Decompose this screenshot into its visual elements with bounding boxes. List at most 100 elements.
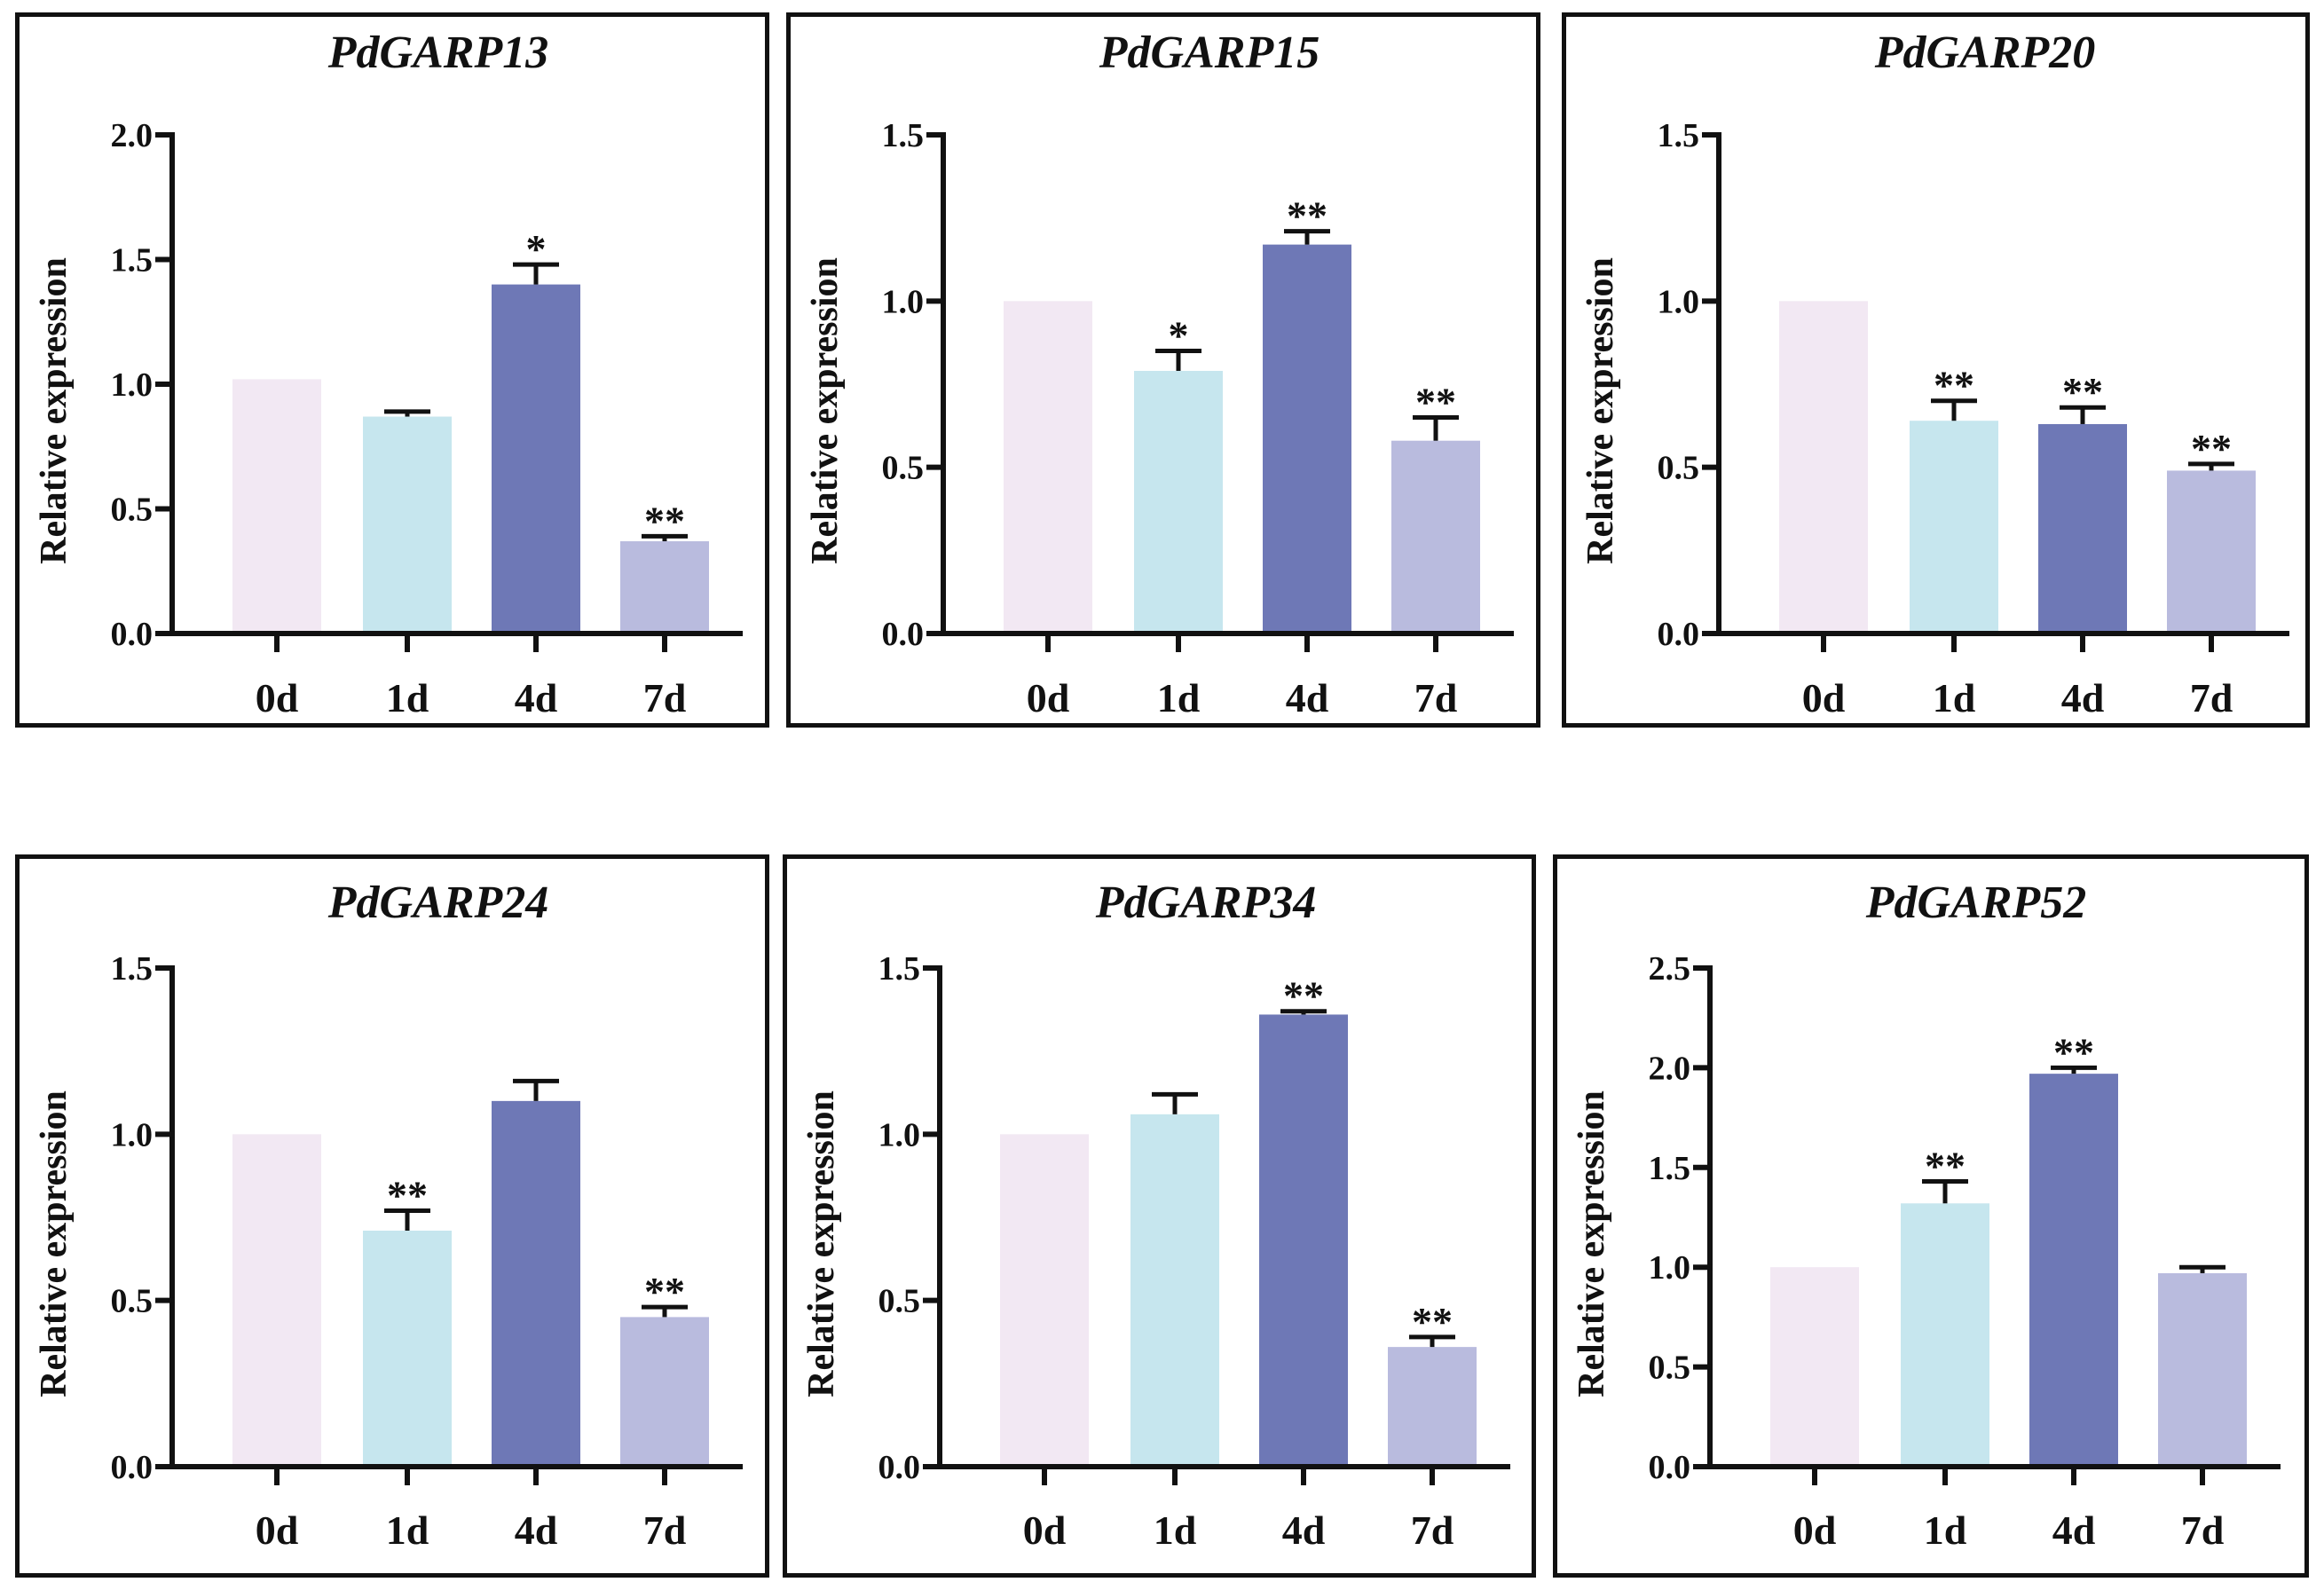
y-axis-label: Relative expression: [34, 1090, 75, 1397]
significance-label: **: [2062, 369, 2103, 414]
x-tick-label: 0d: [1793, 1507, 1837, 1553]
y-tick-label: 1.5: [882, 117, 925, 154]
x-tick-label: 7d: [643, 675, 687, 720]
bar-1d: [1910, 421, 1998, 634]
chart-title: PdGARP52: [1865, 878, 2086, 928]
bar-4d: [492, 1100, 580, 1467]
axes: [1693, 965, 2281, 1485]
bar-7d: [2158, 1272, 2247, 1467]
bar-7d: [2167, 470, 2256, 634]
error-bar-1d: [1152, 1091, 1198, 1114]
bar-chart: PdGARP20 Relative expression ** ** ** 0.0 0.5 1…: [1580, 28, 2289, 720]
axes: [155, 132, 743, 652]
bar-7d: [620, 1317, 709, 1467]
error-bar-1d: [1931, 398, 1977, 421]
y-axis-label: Relative expression: [1580, 257, 1621, 564]
chart-panel-3: PdGARP20 Relative expression ** ** ** 0.0 0.5 1…: [1562, 12, 2310, 728]
axes: [926, 132, 1514, 652]
bar-0d: [232, 1134, 321, 1467]
chart-title: PdGARP20: [1874, 28, 2095, 78]
significance-label: **: [644, 498, 685, 543]
y-axis-label: Relative expression: [1572, 1090, 1612, 1397]
y-tick-label: 1.5: [111, 950, 154, 988]
error-bar-7d: [2179, 1264, 2226, 1273]
error-bar-4d: [1280, 1009, 1327, 1015]
x-tick-label: 1d: [1933, 675, 1976, 720]
y-tick-label: 2.0: [111, 117, 154, 154]
x-tick-label: 4d: [2052, 1507, 2096, 1553]
bar-7d: [1388, 1347, 1477, 1467]
bar-0d: [1000, 1134, 1089, 1467]
y-tick-label: 1.0: [1649, 1249, 1691, 1287]
x-tick-label: 7d: [1414, 675, 1458, 720]
x-tick-label: 7d: [2181, 1507, 2225, 1553]
bar-chart: PdGARP34 Relative expression ** ** 0.0 0.5 1.0…: [801, 878, 1510, 1553]
y-tick-label: 0.5: [1658, 450, 1700, 487]
x-tick-label: 4d: [2061, 675, 2105, 720]
y-tick-label: 1.0: [878, 1116, 921, 1153]
x-tick-label: 0d: [1802, 675, 1846, 720]
y-tick-label: 0.5: [1649, 1350, 1691, 1387]
y-tick-label: 1.0: [1658, 283, 1700, 320]
y-tick-label: 0.0: [111, 616, 154, 653]
y-tick-label: 1.5: [111, 242, 154, 279]
error-bar-1d: [1155, 349, 1201, 372]
axes: [1702, 132, 2289, 652]
bar-0d: [1779, 301, 1868, 634]
significance-label: *: [1169, 313, 1189, 358]
significance-label: **: [2053, 1029, 2094, 1074]
y-tick-label: 1.0: [111, 366, 154, 404]
bar-1d: [363, 416, 452, 634]
bar-chart: PdGARP24 Relative expression ** ** 0.0 0.5 1.0…: [34, 878, 743, 1553]
significance-label: **: [644, 1269, 685, 1314]
error-bar-4d: [2051, 1065, 2097, 1074]
significance-label: **: [2191, 426, 2232, 471]
y-tick-label: 1.5: [1658, 117, 1700, 154]
chart-panel-4: PdGARP24 Relative expression ** ** 0.0 0.5 1.0…: [15, 854, 769, 1578]
x-tick-label: 7d: [1411, 1507, 1454, 1553]
x-tick-label: 1d: [1924, 1507, 1967, 1553]
error-bar-1d: [384, 1208, 430, 1231]
chart-panel-5: PdGARP34 Relative expression ** ** 0.0 0.5 1.0…: [783, 854, 1536, 1578]
bar-chart: PdGARP52 Relative expression ** ** 0.0 0.5 1.0…: [1572, 878, 2281, 1553]
chart-title: PdGARP24: [327, 878, 548, 928]
bar-1d: [1130, 1114, 1219, 1467]
x-tick-label: 1d: [1154, 1507, 1197, 1553]
significance-label: **: [1934, 363, 1974, 408]
bar-4d: [492, 284, 580, 634]
error-bar-7d: [1409, 1334, 1455, 1348]
significance-label: **: [1925, 1144, 1966, 1189]
error-bar-7d: [1413, 414, 1459, 441]
bar-1d: [363, 1230, 452, 1467]
x-tick-label: 1d: [386, 675, 429, 720]
y-axis-label: Relative expression: [805, 257, 846, 564]
bar-1d: [1134, 371, 1223, 634]
bar-4d: [2038, 423, 2127, 634]
error-bar-7d: [642, 533, 688, 542]
bar-4d: [2029, 1074, 2118, 1467]
bar-7d: [620, 541, 709, 634]
y-axis-label: Relative expression: [34, 257, 75, 564]
y-tick-label: 0.0: [1658, 616, 1700, 653]
x-tick-label: 4d: [515, 1507, 558, 1553]
error-bar-4d: [1284, 229, 1330, 245]
bar-0d: [232, 379, 321, 634]
error-bar-4d: [2060, 405, 2106, 424]
x-tick-label: 0d: [1023, 1507, 1067, 1553]
y-tick-label: 2.0: [1649, 1050, 1691, 1087]
x-tick-label: 4d: [1286, 675, 1329, 720]
error-bar-4d: [513, 1078, 559, 1101]
significance-label: **: [1412, 1299, 1453, 1344]
y-tick-label: 0.5: [111, 492, 154, 529]
x-tick-label: 7d: [643, 1507, 687, 1553]
chart-panel-6: PdGARP52 Relative expression ** ** 0.0 0.5 1.0…: [1553, 854, 2309, 1578]
error-bar-4d: [513, 262, 559, 285]
y-tick-label: 0.0: [111, 1449, 154, 1486]
x-tick-label: 4d: [515, 675, 558, 720]
y-tick-label: 1.0: [882, 283, 925, 320]
y-tick-label: 1.5: [1649, 1150, 1691, 1187]
x-tick-label: 1d: [386, 1507, 429, 1553]
y-tick-label: 0.5: [878, 1283, 921, 1320]
y-tick-label: 0.5: [882, 450, 925, 487]
